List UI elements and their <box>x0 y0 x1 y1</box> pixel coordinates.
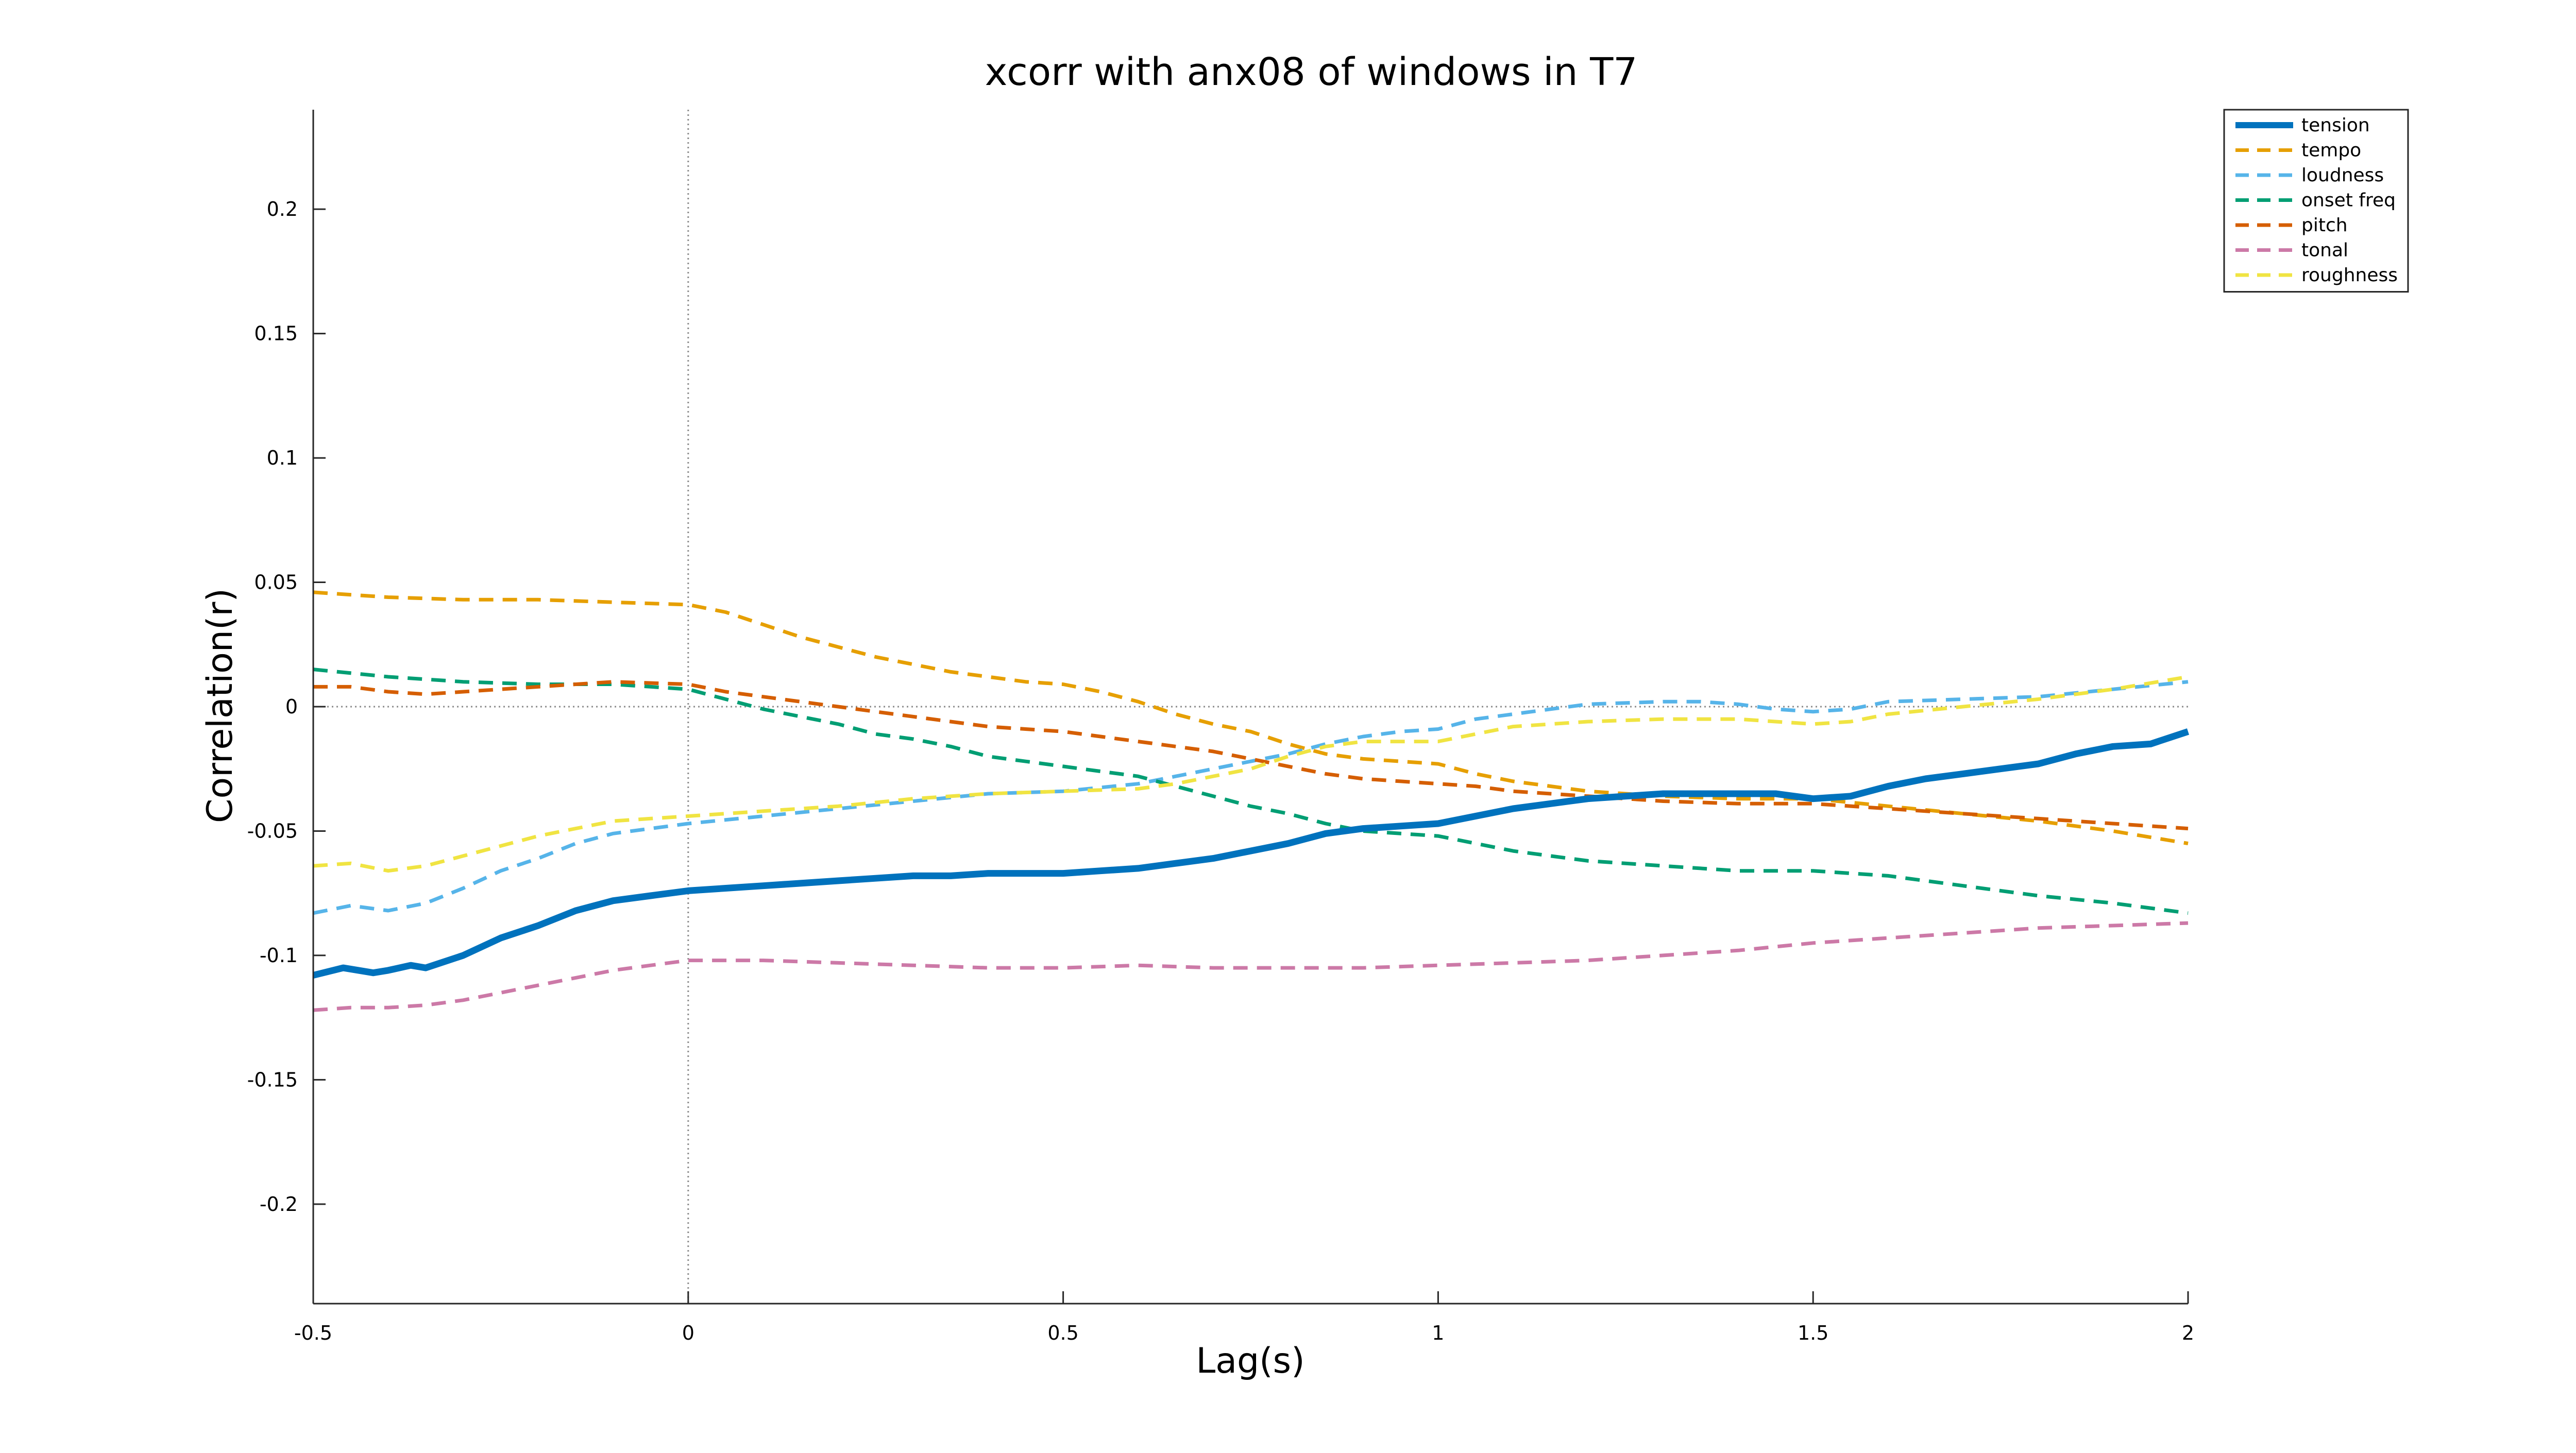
y-tick-label: 0 <box>285 695 298 718</box>
x-axis-label: Lag(s) <box>1196 1341 1304 1381</box>
y-tick-label: -0.05 <box>247 819 298 842</box>
series-line-loudness <box>313 680 2189 915</box>
x-ticks: -0.5 0 0.5 1 1.5 2 <box>294 1291 2194 1344</box>
series-line-roughness <box>313 675 2189 873</box>
legend-label-roughness: roughness <box>2301 265 2398 286</box>
x-tick-label: 1.5 <box>1798 1322 1828 1344</box>
y-tick-label: 0.05 <box>254 571 298 594</box>
legend-label-onset-freq: onset freq <box>2301 190 2396 211</box>
chart-title: xcorr with anx08 of windows in T7 <box>985 50 1638 94</box>
x-tick-label: 1 <box>1432 1322 1444 1344</box>
legend-label-tension: tension <box>2301 115 2370 136</box>
x-tick-label: 2 <box>2182 1322 2194 1344</box>
series-layer <box>312 590 2190 1012</box>
y-tick-label: 0.2 <box>267 198 298 220</box>
series-line-tonal <box>313 921 2189 1012</box>
x-tick-label: 0.5 <box>1047 1322 1078 1344</box>
legend-label-pitch: pitch <box>2301 215 2348 236</box>
axes: -0.5 0 0.5 1 1.5 2 0.2 0.15 0.1 0.05 0 -0.05 -0.1 -0… <box>247 110 2194 1344</box>
legend-label-loudness: loudness <box>2301 165 2384 186</box>
y-axis-label: Correlation(r) <box>200 588 241 823</box>
x-tick-label: 0 <box>682 1322 694 1344</box>
y-tick-label: 0.15 <box>254 322 298 345</box>
y-tick-label: 0.1 <box>267 447 298 469</box>
y-tick-label: -0.2 <box>260 1193 298 1216</box>
series-line-pitch <box>313 680 2189 831</box>
legend-label-tempo: tempo <box>2301 140 2361 161</box>
series-line-tension <box>312 728 2190 979</box>
series-line-tempo <box>313 590 2189 846</box>
legend: tension tempo loudness onset freq pitch tonal… <box>2223 109 2409 293</box>
series-line-onset-freq <box>313 668 2189 915</box>
reference-lines <box>313 110 2188 1304</box>
x-tick-label: -0.5 <box>294 1322 332 1344</box>
y-ticks: 0.2 0.15 0.1 0.05 0 -0.05 -0.1 -0.15 -0.2 <box>247 198 326 1216</box>
y-tick-label: -0.1 <box>260 944 298 967</box>
y-tick-label: -0.15 <box>247 1068 298 1091</box>
legend-box <box>2223 109 2409 293</box>
legend-label-tonal: tonal <box>2301 240 2348 261</box>
